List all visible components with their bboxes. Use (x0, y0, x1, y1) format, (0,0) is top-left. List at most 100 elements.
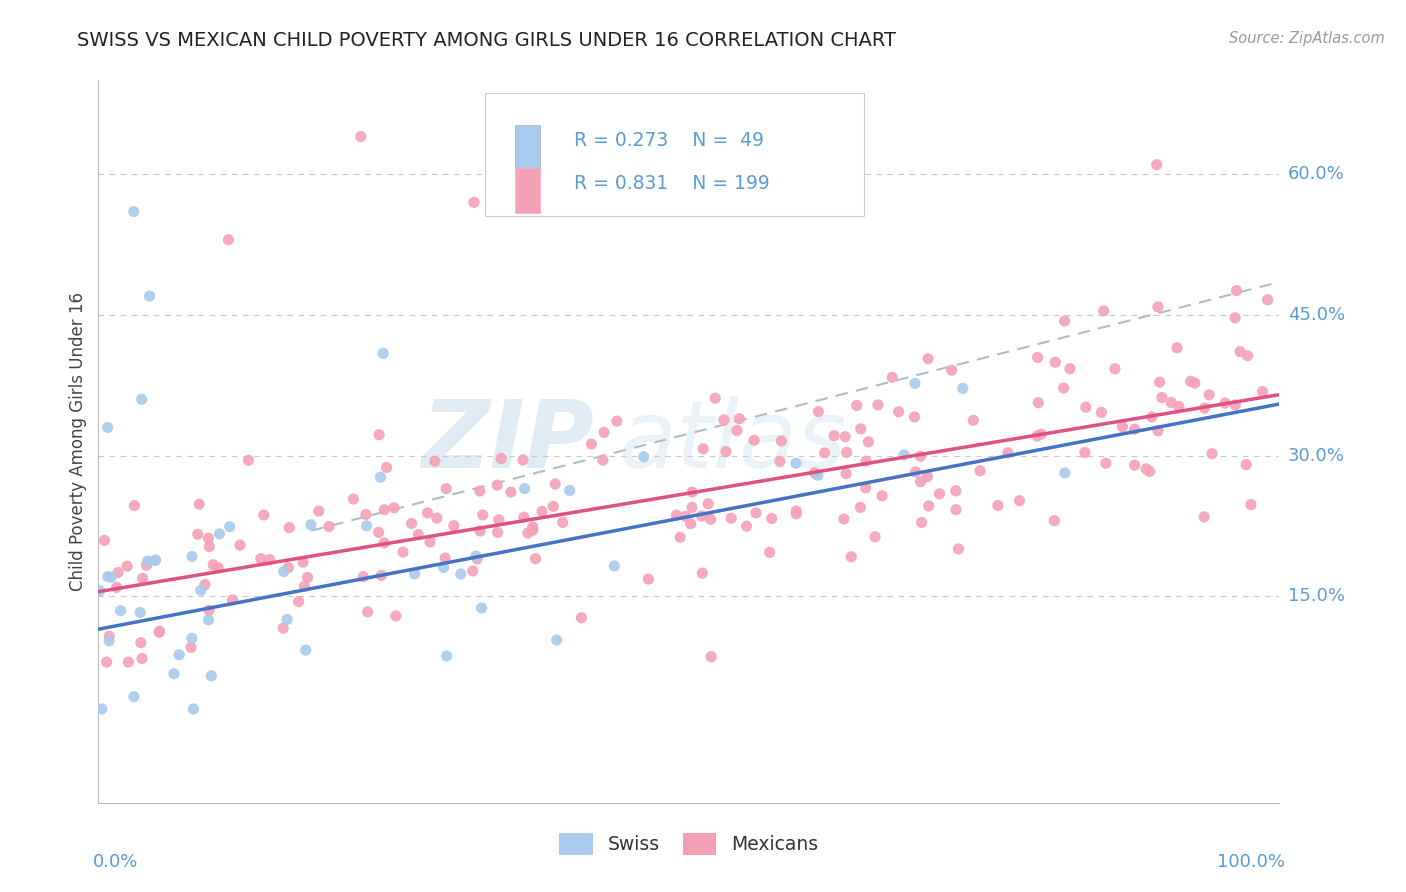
Point (342, 491, 364, 506)
Point (131, 571, 153, 585)
Point (1198, 388, 1220, 402)
Point (858, 434, 880, 449)
Point (207, 561, 229, 575)
Point (93, 533, 115, 548)
Point (592, 453, 614, 467)
Point (180, 632, 202, 646)
Point (1149, 375, 1171, 389)
Point (1184, 376, 1206, 390)
Point (463, 195, 485, 210)
Point (910, 475, 932, 489)
Point (131, 651, 153, 665)
Point (1123, 458, 1146, 472)
Point (1257, 293, 1279, 307)
Point (1194, 401, 1216, 416)
Point (1008, 493, 1031, 508)
Point (489, 451, 512, 466)
Point (434, 482, 457, 496)
Point (1213, 396, 1236, 410)
Point (513, 482, 536, 496)
Point (1147, 424, 1170, 438)
Point (253, 508, 276, 522)
Point (122, 204, 145, 219)
Point (512, 453, 534, 467)
Point (1150, 391, 1173, 405)
Point (758, 545, 780, 559)
Point (1201, 447, 1223, 461)
Text: 100.0%: 100.0% (1218, 854, 1285, 871)
Point (129, 606, 152, 620)
Point (745, 506, 768, 520)
Point (714, 444, 737, 458)
Point (987, 499, 1010, 513)
Point (1236, 349, 1258, 363)
Point (855, 481, 877, 495)
Point (367, 525, 389, 540)
Point (699, 512, 721, 526)
Point (416, 506, 439, 520)
Point (522, 523, 544, 537)
Point (1053, 466, 1076, 480)
Text: SWISS VS MEXICAN CHILD POVERTY AMONG GIRLS UNDER 16 CORRELATION CHART: SWISS VS MEXICAN CHILD POVERTY AMONG GIR… (77, 31, 897, 50)
Point (461, 564, 484, 578)
Point (356, 605, 378, 619)
Point (488, 513, 510, 527)
Point (969, 464, 991, 478)
Point (1160, 395, 1182, 409)
Point (1026, 395, 1049, 409)
Point (89, 583, 111, 598)
Point (276, 612, 298, 626)
Point (849, 500, 872, 515)
Point (571, 611, 593, 625)
Point (287, 594, 309, 608)
Point (105, 580, 128, 594)
Point (131, 392, 153, 407)
Point (544, 477, 567, 491)
Point (845, 398, 868, 412)
Point (1146, 158, 1168, 172)
Point (742, 434, 765, 448)
Text: Source: ZipAtlas.com: Source: ZipAtlas.com (1229, 31, 1385, 46)
Point (167, 648, 190, 662)
Point (807, 404, 830, 418)
Point (713, 413, 735, 427)
Point (675, 509, 697, 524)
FancyBboxPatch shape (516, 169, 540, 213)
Point (352, 569, 374, 583)
Point (823, 428, 845, 442)
Point (1167, 400, 1189, 414)
Point (1095, 456, 1118, 470)
Point (524, 551, 547, 566)
Point (541, 500, 564, 514)
Point (945, 502, 967, 516)
Point (948, 541, 970, 556)
Point (218, 519, 240, 533)
Point (356, 518, 378, 533)
Point (299, 517, 322, 532)
Point (238, 453, 260, 467)
Point (384, 608, 406, 623)
Point (271, 621, 294, 635)
Point (945, 483, 967, 498)
Point (530, 504, 553, 518)
Point (471, 601, 494, 615)
Point (197, 613, 219, 627)
Text: 15.0%: 15.0% (1288, 587, 1344, 606)
Point (546, 633, 568, 648)
Point (401, 516, 423, 531)
Point (124, 499, 146, 513)
Point (551, 516, 574, 530)
Point (1139, 464, 1161, 478)
Point (1026, 351, 1049, 365)
Point (637, 572, 659, 586)
Point (100, 570, 122, 584)
Point (148, 624, 170, 639)
Point (221, 592, 243, 607)
Point (406, 527, 429, 541)
Point (434, 551, 457, 566)
Point (373, 503, 395, 517)
Point (373, 536, 395, 550)
Point (198, 540, 221, 554)
Point (835, 467, 858, 481)
Point (468, 524, 491, 538)
